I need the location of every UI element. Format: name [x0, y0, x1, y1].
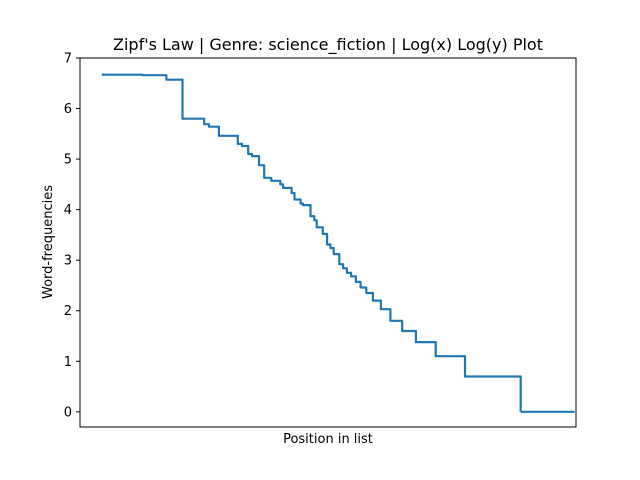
- y-tick-label: 4: [64, 203, 72, 218]
- chart-title: Zipf's Law | Genre: science_fiction | Lo…: [113, 35, 543, 55]
- y-tick-label: 6: [64, 102, 72, 117]
- y-tick-label: 5: [64, 153, 72, 168]
- y-tick-label: 2: [64, 304, 72, 319]
- y-axis: 0 1 2 3 4 5 6 7: [64, 52, 80, 420]
- y-tick-label: 3: [64, 254, 72, 269]
- y-tick-label: 7: [64, 52, 72, 67]
- plot-frame: [79, 57, 577, 428]
- y-tick-label: 0: [64, 405, 72, 420]
- plot-area: [101, 73, 575, 413]
- y-tick-label: 1: [64, 355, 72, 370]
- x-axis-label: Position in list: [283, 432, 373, 447]
- y-axis-label: Word-frequencies: [41, 185, 56, 299]
- series-line-0: [101, 73, 522, 412]
